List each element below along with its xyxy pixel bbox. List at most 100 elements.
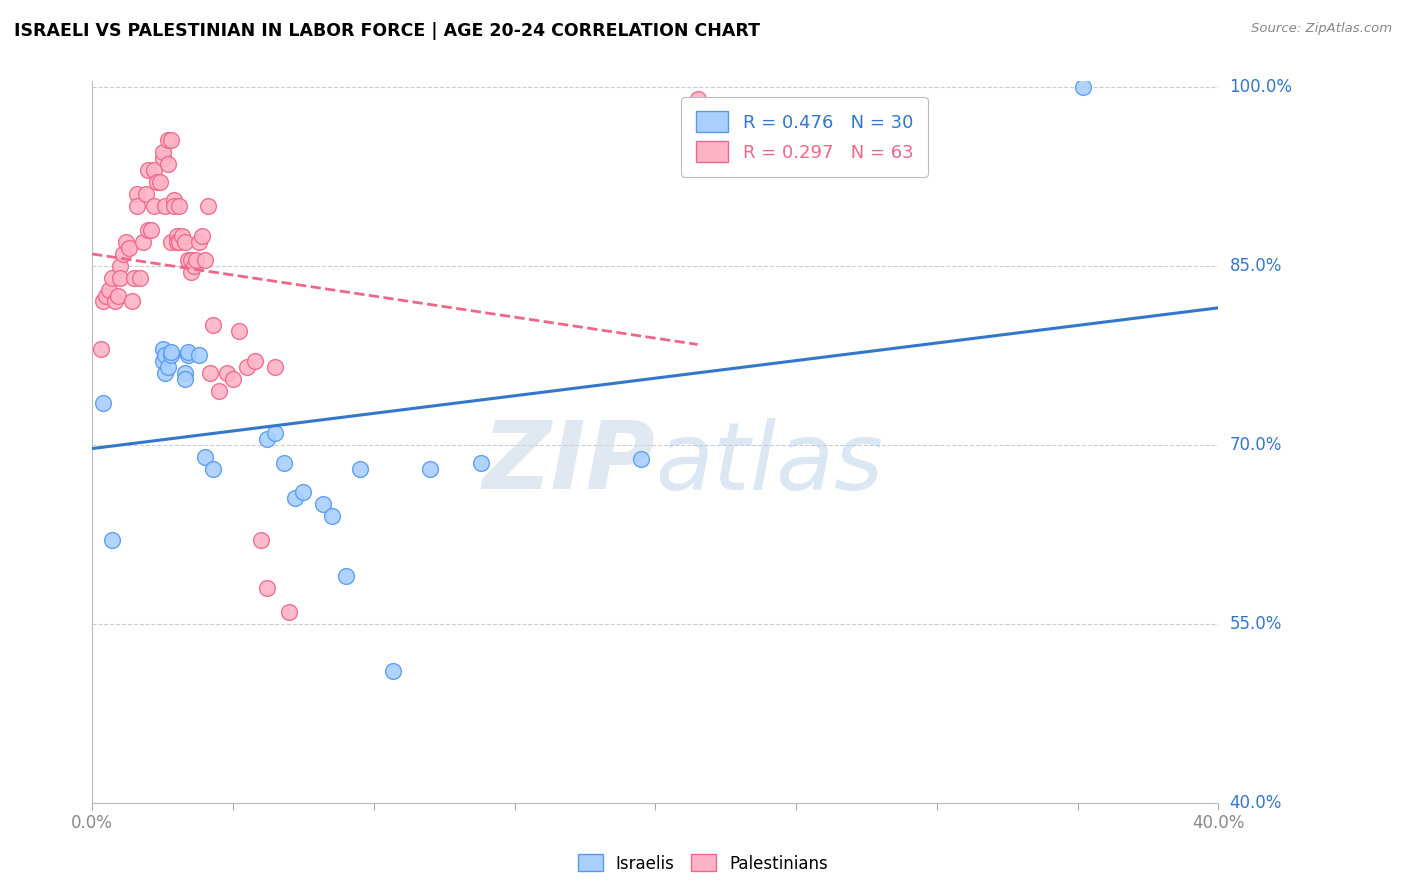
Text: 85.0%: 85.0% — [1230, 257, 1282, 275]
Point — [264, 360, 287, 375]
Text: atlas: atlas — [655, 417, 883, 508]
Point — [163, 199, 186, 213]
Point — [93, 294, 115, 309]
Point — [630, 452, 652, 467]
Point — [188, 348, 211, 362]
Point — [143, 163, 166, 178]
Point — [166, 235, 188, 249]
Point — [163, 193, 186, 207]
Point — [264, 425, 287, 440]
Point — [115, 235, 138, 249]
Point — [112, 246, 135, 260]
Point — [124, 270, 146, 285]
Point — [186, 252, 208, 267]
Point — [278, 605, 301, 619]
Point — [93, 396, 115, 410]
Point — [152, 145, 174, 160]
Point — [321, 509, 343, 524]
Point — [188, 235, 211, 249]
Point — [110, 270, 132, 285]
Point — [155, 366, 177, 380]
Point — [157, 157, 180, 171]
Point — [157, 133, 180, 147]
Point — [349, 461, 371, 475]
Point — [101, 270, 124, 285]
Point — [121, 294, 143, 309]
Legend: Israelis, Palestinians: Israelis, Palestinians — [571, 847, 835, 880]
Point — [149, 175, 172, 189]
Text: 40.0%: 40.0% — [1230, 794, 1282, 812]
Point — [236, 360, 259, 375]
Point — [169, 199, 191, 213]
Point — [200, 366, 222, 380]
Point — [172, 228, 194, 243]
Point — [292, 485, 315, 500]
Point — [470, 456, 492, 470]
Text: ISRAELI VS PALESTINIAN IN LABOR FORCE | AGE 20-24 CORRELATION CHART: ISRAELI VS PALESTINIAN IN LABOR FORCE | … — [14, 22, 761, 40]
Text: 100.0%: 100.0% — [1230, 78, 1292, 95]
Point — [160, 348, 183, 362]
Point — [177, 252, 200, 267]
Point — [135, 187, 157, 202]
Point — [104, 294, 127, 309]
Point — [138, 163, 160, 178]
Point — [284, 491, 307, 506]
Point — [686, 92, 709, 106]
Text: Source: ZipAtlas.com: Source: ZipAtlas.com — [1251, 22, 1392, 36]
Point — [166, 228, 188, 243]
Point — [110, 259, 132, 273]
Point — [96, 288, 118, 302]
Point — [152, 342, 174, 356]
Point — [335, 569, 357, 583]
Text: 55.0%: 55.0% — [1230, 615, 1282, 632]
Point — [197, 199, 219, 213]
Point — [146, 175, 169, 189]
Point — [419, 461, 441, 475]
Text: 70.0%: 70.0% — [1230, 435, 1282, 454]
Point — [160, 235, 183, 249]
Point — [208, 384, 231, 398]
Point — [160, 344, 183, 359]
Point — [118, 241, 141, 255]
Point — [222, 372, 245, 386]
Point — [174, 372, 197, 386]
Point — [194, 450, 217, 464]
Point — [101, 533, 124, 548]
Point — [107, 288, 129, 302]
Point — [177, 348, 200, 362]
Point — [127, 187, 149, 202]
Point — [138, 223, 160, 237]
Point — [174, 366, 197, 380]
Point — [155, 348, 177, 362]
Legend: R = 0.476   N = 30, R = 0.297   N = 63: R = 0.476 N = 30, R = 0.297 N = 63 — [682, 97, 928, 177]
Point — [180, 265, 202, 279]
Point — [155, 199, 177, 213]
Point — [152, 151, 174, 165]
Point — [141, 223, 163, 237]
Point — [202, 318, 225, 333]
Point — [160, 133, 183, 147]
Point — [194, 252, 217, 267]
Point — [169, 235, 191, 249]
Point — [273, 456, 295, 470]
Point — [132, 235, 155, 249]
Point — [245, 354, 267, 368]
Point — [202, 461, 225, 475]
Point — [129, 270, 152, 285]
Point — [191, 228, 214, 243]
Point — [256, 432, 278, 446]
Point — [312, 497, 335, 511]
Point — [174, 235, 197, 249]
Point — [143, 199, 166, 213]
Point — [180, 252, 202, 267]
Point — [382, 665, 405, 679]
Point — [250, 533, 273, 548]
Point — [1071, 79, 1094, 94]
Point — [217, 366, 239, 380]
Point — [183, 259, 205, 273]
Point — [127, 199, 149, 213]
Point — [98, 283, 121, 297]
Point — [157, 360, 180, 375]
Point — [228, 324, 250, 338]
Point — [177, 344, 200, 359]
